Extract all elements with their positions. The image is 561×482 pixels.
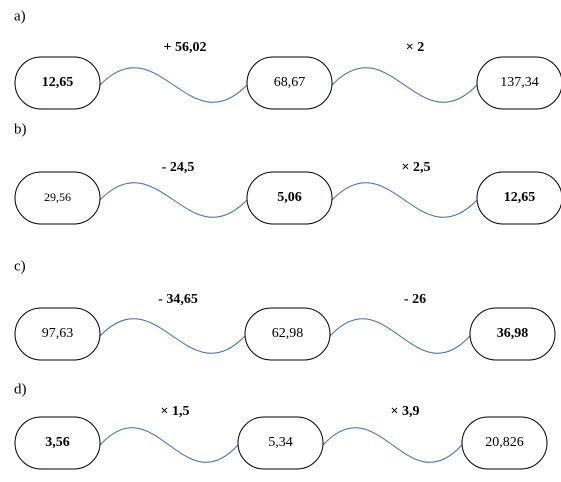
- operation: - 34,65: [158, 292, 198, 307]
- value-text: 12,65: [42, 75, 74, 90]
- value-oval: [476, 56, 561, 110]
- operation: + 56,02: [164, 40, 207, 55]
- value-oval: [14, 56, 101, 110]
- connector: [99, 67, 248, 103]
- value-oval: [476, 171, 561, 225]
- value-text: 62,98: [272, 326, 304, 341]
- connector: [329, 318, 471, 354]
- value-oval: [14, 307, 101, 361]
- value-oval: [14, 171, 101, 225]
- operation: × 1,5: [161, 404, 190, 419]
- value-oval: [461, 416, 548, 470]
- connector: [99, 427, 239, 463]
- value-oval: [14, 416, 101, 470]
- value-oval: [469, 307, 556, 361]
- operation: × 3,9: [391, 404, 420, 419]
- connector: [331, 67, 478, 103]
- value-oval: [237, 416, 324, 470]
- connector: [322, 427, 463, 463]
- value-text: 12,65: [504, 190, 536, 205]
- part-label: c): [14, 258, 26, 274]
- value-oval: [246, 56, 333, 110]
- part-label: a): [14, 8, 26, 24]
- value-text: 20,826: [485, 435, 524, 450]
- value-text: 36,98: [497, 326, 529, 341]
- operation: × 2: [406, 40, 424, 55]
- value-oval: [246, 171, 333, 225]
- value-oval: [244, 307, 331, 361]
- value-text: 3,56: [45, 435, 70, 450]
- value-text: 29,56: [44, 190, 71, 204]
- connector: [99, 182, 248, 218]
- value-text: 5,06: [277, 190, 302, 205]
- connector: [331, 182, 478, 218]
- value-text: 5,34: [268, 435, 293, 450]
- operation: × 2,5: [402, 160, 431, 175]
- connector: [99, 318, 246, 354]
- value-text: 68,67: [274, 75, 306, 90]
- operation: - 24,5: [162, 160, 195, 175]
- value-text: 137,34: [500, 75, 539, 90]
- part-label: d): [14, 381, 27, 397]
- value-text: 97,63: [42, 326, 74, 341]
- operation: - 26: [404, 292, 426, 307]
- part-label: b): [14, 121, 27, 137]
